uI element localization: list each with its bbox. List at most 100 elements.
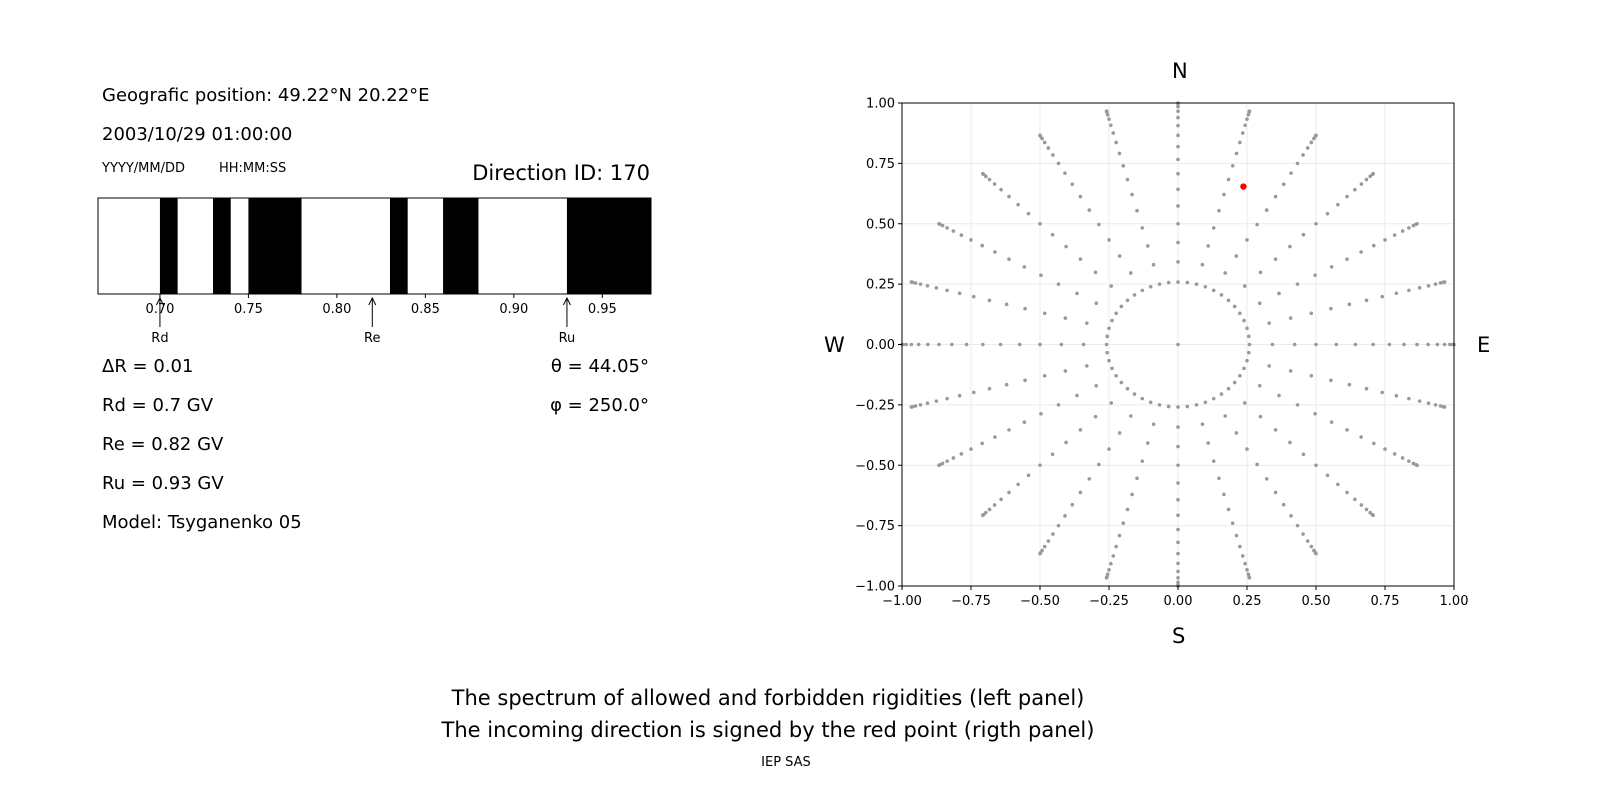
direction-point xyxy=(1023,306,1027,311)
direction-point xyxy=(1117,254,1122,258)
direction-point xyxy=(1305,539,1310,543)
caption-line-2: The incoming direction is signed by the … xyxy=(441,718,1095,742)
y-tick-label: −0.25 xyxy=(855,398,895,413)
direction-point xyxy=(909,342,914,347)
direction-point xyxy=(1119,304,1124,309)
direction-point xyxy=(1273,257,1278,261)
direction-point xyxy=(1097,222,1101,227)
direction-point xyxy=(1329,265,1334,269)
direction-point xyxy=(1245,117,1249,121)
direction-point xyxy=(959,233,964,237)
direction-point xyxy=(1347,382,1352,387)
direction-point xyxy=(1130,192,1134,197)
direction-point xyxy=(1023,378,1027,383)
direction-point xyxy=(1267,321,1271,325)
forbidden-band xyxy=(213,198,231,294)
direction-point xyxy=(1110,318,1114,323)
direction-point xyxy=(1117,533,1122,538)
direction-point xyxy=(925,283,930,288)
direction-point xyxy=(1130,492,1134,497)
direction-point xyxy=(937,221,941,226)
direction-point xyxy=(1157,282,1162,286)
direction-point xyxy=(987,298,992,303)
direction-point xyxy=(913,281,918,285)
direction-point xyxy=(1234,151,1239,156)
direction-point xyxy=(913,404,918,408)
direction-point xyxy=(1146,441,1150,445)
direction-point xyxy=(1336,482,1340,487)
direction-point xyxy=(1245,238,1249,242)
direction-point xyxy=(1247,334,1251,339)
direction-point xyxy=(1203,400,1208,405)
direction-point xyxy=(1042,544,1047,549)
direction-point xyxy=(1007,257,1011,261)
direction-point xyxy=(1289,171,1293,175)
direction-point xyxy=(1288,440,1292,445)
direction-point xyxy=(1258,270,1263,275)
direction-point xyxy=(1129,271,1133,275)
direction-point xyxy=(945,459,949,463)
direction-point xyxy=(1206,244,1210,248)
direction-point xyxy=(1059,342,1064,347)
direction-point xyxy=(964,342,969,347)
direction-point xyxy=(1176,551,1180,556)
direction-point xyxy=(1238,544,1242,549)
direction-point xyxy=(1114,373,1118,378)
direction-point xyxy=(1426,342,1430,347)
direction-point xyxy=(1050,452,1055,457)
direction-point xyxy=(909,280,914,284)
direction-point xyxy=(1407,288,1411,293)
direction-point xyxy=(1176,342,1180,347)
direction-point xyxy=(1415,342,1419,347)
x-tick-label: 0.25 xyxy=(1233,594,1262,609)
direction-point xyxy=(1038,342,1042,347)
direction-point xyxy=(1400,229,1405,233)
marker-arrowhead xyxy=(155,296,164,306)
direction-point xyxy=(1070,502,1075,507)
direction-point xyxy=(1242,401,1247,405)
direction-point xyxy=(1176,463,1180,468)
direction-point xyxy=(1345,428,1349,432)
direction-point xyxy=(1219,293,1224,297)
direction-point xyxy=(1004,382,1009,387)
x-tick-label: 0.50 xyxy=(1302,594,1331,609)
direction-point xyxy=(1359,182,1364,186)
x-tick-label: −1.00 xyxy=(882,594,922,609)
direction-point xyxy=(1104,342,1109,347)
direction-point xyxy=(998,342,1003,347)
direction-point xyxy=(1232,380,1237,385)
direction-point xyxy=(1309,544,1314,549)
direction-point xyxy=(1411,461,1416,466)
direction-point xyxy=(1234,431,1239,435)
direction-point xyxy=(1383,238,1387,242)
direction-point xyxy=(1325,211,1330,216)
marker-arrowhead xyxy=(562,296,571,306)
direction-point xyxy=(969,238,973,242)
direction-point xyxy=(1022,420,1027,424)
spectrum-tick-label: 0.85 xyxy=(411,302,440,317)
direction-point xyxy=(1273,428,1278,432)
direction-point xyxy=(1415,463,1419,468)
direction-point xyxy=(1042,140,1047,145)
direction-point xyxy=(1442,342,1447,347)
direction-point xyxy=(1176,187,1180,192)
direction-point xyxy=(1114,544,1118,549)
direction-point xyxy=(1245,568,1249,572)
direction-point xyxy=(1345,490,1349,495)
direction-point xyxy=(1135,476,1139,481)
direction-point xyxy=(1288,316,1293,320)
direction-point xyxy=(1255,462,1259,467)
direction-point xyxy=(1087,208,1092,212)
x-tick-label: 0.75 xyxy=(1371,594,1400,609)
direction-point xyxy=(1114,140,1118,145)
direction-point xyxy=(1211,459,1216,463)
spectrum-tick-label: 0.95 xyxy=(588,302,617,317)
direction-point xyxy=(1038,551,1042,556)
direction-point xyxy=(1314,221,1318,226)
direction-point xyxy=(981,171,985,176)
direction-point xyxy=(1078,194,1083,199)
direction-point xyxy=(1407,226,1411,230)
direction-point xyxy=(1042,311,1047,316)
